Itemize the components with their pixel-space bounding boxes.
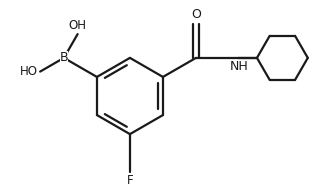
- Text: HO: HO: [20, 65, 38, 78]
- Text: O: O: [191, 8, 201, 22]
- Text: N: N: [230, 60, 239, 73]
- Text: NH: NH: [230, 60, 249, 73]
- Text: OH: OH: [68, 19, 87, 32]
- Text: B: B: [59, 51, 68, 64]
- Text: F: F: [127, 174, 133, 187]
